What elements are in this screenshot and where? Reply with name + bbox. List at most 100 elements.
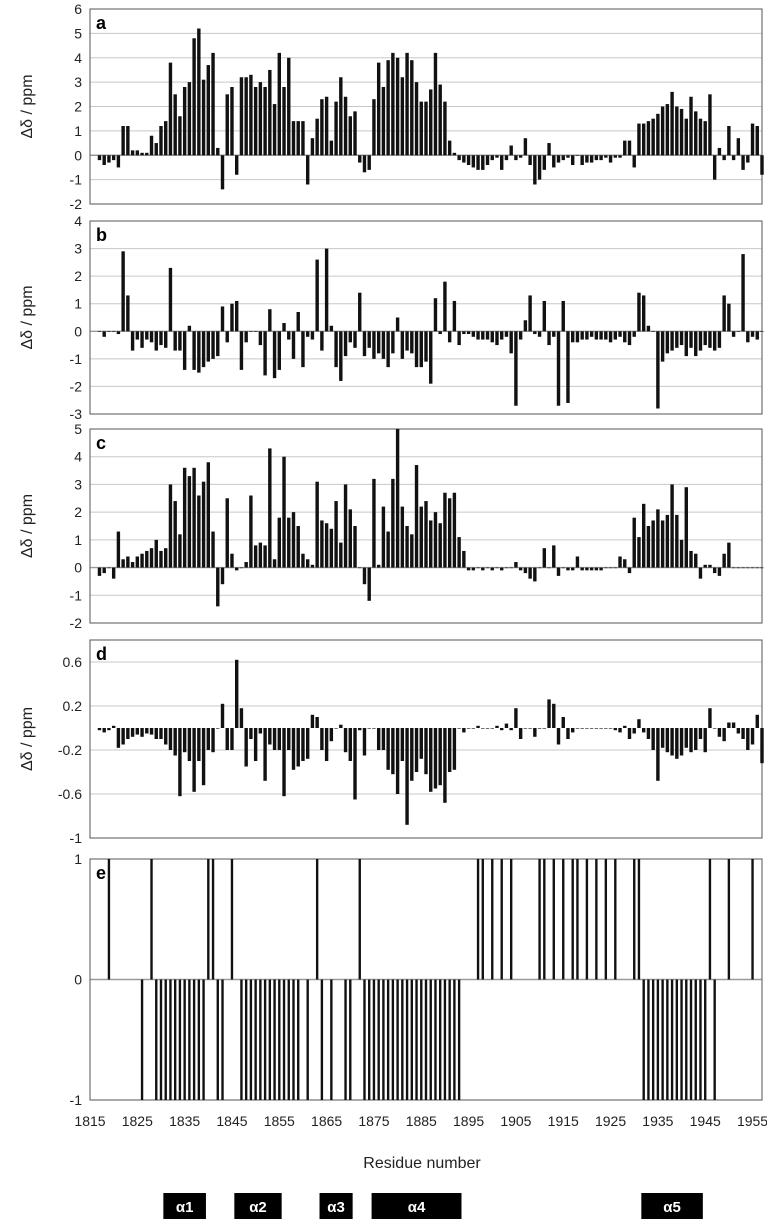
bar xyxy=(358,567,362,569)
x-tick-label: 1955 xyxy=(737,1113,767,1129)
bar xyxy=(291,121,296,156)
bar xyxy=(523,728,528,729)
bar xyxy=(249,331,253,332)
bar xyxy=(386,728,390,770)
bar xyxy=(727,542,731,568)
bar xyxy=(490,331,494,343)
bar xyxy=(216,567,220,607)
bar xyxy=(230,553,234,568)
bar xyxy=(627,140,632,156)
bar xyxy=(201,331,206,368)
bar xyxy=(140,152,144,156)
bar xyxy=(537,155,542,180)
helix-labels: α1 α2 α3 α4 α5 xyxy=(163,1193,703,1219)
bar xyxy=(504,155,509,161)
bar xyxy=(495,331,499,346)
bar xyxy=(414,82,419,156)
bar xyxy=(746,728,750,750)
bar xyxy=(585,859,589,980)
bar xyxy=(358,859,361,980)
bar xyxy=(320,728,324,750)
bar xyxy=(623,140,627,156)
helix-label: α3 xyxy=(327,1199,345,1216)
bar xyxy=(159,979,163,1100)
bar xyxy=(552,155,556,168)
bar xyxy=(585,155,589,163)
bar xyxy=(533,728,537,737)
bar xyxy=(670,331,674,351)
bar xyxy=(684,331,688,357)
bar xyxy=(637,123,641,156)
bar xyxy=(433,728,438,789)
bar xyxy=(533,331,537,335)
bar xyxy=(258,331,263,346)
bar xyxy=(188,979,191,1100)
y-tick-label: -1 xyxy=(70,1092,83,1108)
bar xyxy=(580,155,584,165)
bar xyxy=(173,501,177,568)
bar xyxy=(429,728,433,792)
bar xyxy=(107,331,111,332)
bar xyxy=(277,728,281,750)
bar xyxy=(240,979,243,1100)
y-tick-label: -2 xyxy=(70,615,83,631)
bar xyxy=(438,84,442,156)
bar xyxy=(220,155,225,190)
bar xyxy=(410,60,414,156)
bar xyxy=(575,155,580,156)
bar xyxy=(717,147,722,156)
bar xyxy=(140,979,144,1100)
bar xyxy=(187,728,192,761)
bar xyxy=(746,155,750,163)
bar xyxy=(608,331,613,343)
y-axis-label: Δδ / ppm xyxy=(19,494,36,558)
bar xyxy=(410,979,413,1100)
bar xyxy=(566,155,570,158)
bar xyxy=(466,155,471,165)
bar xyxy=(169,979,172,1100)
bar xyxy=(538,859,541,980)
panels-group: 6 5 4 3 2 1 0 -1 -2 a Δδ / ppm 4 3 2 1 0 -1 -2 -3 b Δδ / ppm… xyxy=(19,1,764,1108)
bar xyxy=(651,331,655,332)
helix-box xyxy=(234,1193,282,1219)
bar xyxy=(206,728,211,750)
bar xyxy=(642,979,645,1100)
bar xyxy=(670,484,674,568)
bar xyxy=(438,728,442,786)
bar xyxy=(509,567,513,569)
bar xyxy=(395,728,400,794)
bar xyxy=(324,523,329,568)
bar xyxy=(173,331,177,351)
bar xyxy=(491,859,494,980)
bar xyxy=(339,724,343,728)
bar xyxy=(533,155,537,185)
bar xyxy=(727,859,731,980)
helix-label: α4 xyxy=(408,1199,426,1216)
bar xyxy=(433,52,438,156)
bar xyxy=(381,87,386,156)
y-tick-label: 5 xyxy=(74,25,82,41)
y-axis-label: Δδ / ppm xyxy=(19,74,36,138)
bar xyxy=(514,331,518,406)
bar xyxy=(476,725,480,728)
bar xyxy=(419,728,423,759)
bar xyxy=(698,728,703,739)
bar xyxy=(182,728,187,753)
bar xyxy=(604,155,608,158)
bar xyxy=(543,859,546,980)
bar xyxy=(353,331,357,348)
bar xyxy=(685,979,688,1100)
bar xyxy=(429,89,433,156)
bar xyxy=(296,526,300,568)
bar xyxy=(727,303,731,332)
bar xyxy=(154,728,158,739)
bar xyxy=(225,94,229,156)
y-tick-label: -2 xyxy=(70,196,83,212)
bar xyxy=(235,567,239,571)
bar xyxy=(670,728,674,756)
bar xyxy=(552,859,555,980)
bar xyxy=(415,979,418,1100)
bar xyxy=(201,79,206,156)
bar xyxy=(282,87,286,156)
bar xyxy=(604,728,608,729)
